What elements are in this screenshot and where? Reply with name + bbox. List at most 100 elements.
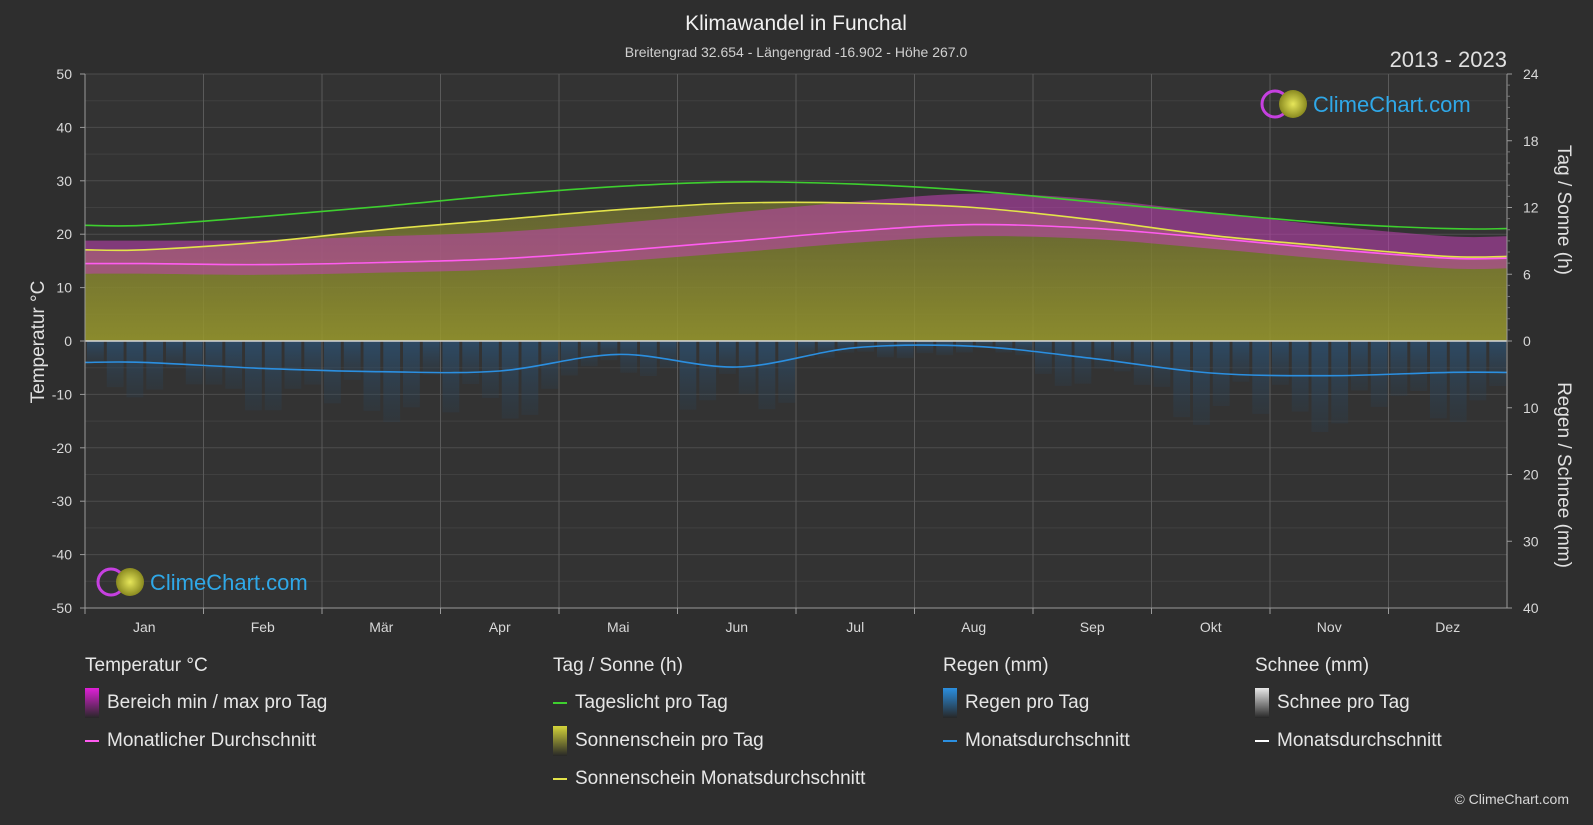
y-left-tick-label: 20 (56, 226, 72, 242)
copyright: © ClimeChart.com (1454, 791, 1569, 807)
x-tick-label: Dez (1435, 619, 1460, 635)
rain-bar (284, 341, 302, 389)
y-right-top-tick-label: 18 (1523, 133, 1539, 149)
y-left-label: Temperatur °C (28, 281, 49, 404)
rain-bar (1469, 341, 1487, 401)
daylight-line (84, 181, 1508, 230)
rain-bar (521, 341, 539, 415)
series-lines (84, 181, 1508, 377)
rain-avg-line (84, 344, 1508, 377)
legend-group-title: Tag / Sonne (h) (553, 655, 683, 676)
temperature-range-band (85, 193, 1507, 275)
rain-bar (264, 341, 282, 411)
legend-item: Monatsdurchschnitt (1255, 726, 1442, 756)
legend-item-label: Bereich min / max pro Tag (107, 692, 328, 713)
rain-bar (877, 341, 894, 358)
rain-bar (798, 341, 815, 358)
legend-line-swatch (943, 740, 957, 742)
y-right-top-tick-label: 24 (1523, 66, 1539, 82)
y-left-tick-label: -50 (52, 600, 72, 616)
rain-bar (1331, 341, 1349, 424)
y-right-bottom-tick-label: 20 (1523, 467, 1539, 483)
rain-bar (225, 341, 243, 389)
chart-title: Klimawandel in Funchal (685, 12, 907, 35)
rain-bar (1351, 341, 1368, 391)
legend-item-label: Monatsdurchschnitt (965, 730, 1130, 751)
legend-item-label: Monatsdurchschnitt (1277, 730, 1442, 751)
legend-item: Tageslicht pro Tag (553, 688, 728, 718)
y-right-bottom-tick-label: 30 (1523, 533, 1539, 549)
climate-chart: Klimawandel in Funchal Breitengrad 32.65… (28, 12, 1574, 635)
y-left-tick-label: 30 (56, 173, 72, 189)
rain-bar (304, 341, 322, 385)
rain-bar (975, 341, 993, 347)
rain-bar (956, 341, 973, 353)
rain-bar (1153, 341, 1171, 387)
y-left-tick-label: 10 (56, 280, 72, 296)
rain-bar (541, 341, 559, 389)
x-tick-label: Nov (1317, 619, 1342, 635)
logo-sun-icon (116, 568, 144, 596)
y-left-tick-label: -40 (52, 547, 72, 563)
rain-bar (916, 341, 934, 354)
rain-bar (896, 341, 914, 359)
legend-item-label: Schnee pro Tag (1277, 692, 1410, 713)
logo-sun-icon (1279, 90, 1307, 118)
rain-bar (817, 341, 835, 358)
rain-bar (1074, 341, 1092, 384)
rain-bar (1054, 341, 1072, 386)
y-right-bottom-tick-label: 40 (1523, 600, 1539, 616)
legend-item-label: Sonnenschein Monatsdurchschnitt (575, 768, 866, 789)
rain-bar (561, 341, 578, 376)
rain-bar (462, 341, 480, 384)
y-left-tick-label: -10 (52, 386, 72, 402)
watermark-top: ClimeChart.com (1260, 89, 1471, 119)
x-tick-label: Jan (133, 619, 156, 635)
rain-bar (1252, 341, 1270, 414)
x-tick-label: Apr (489, 619, 511, 635)
rain-bar (185, 341, 203, 385)
rain-bar (600, 341, 618, 361)
rain-bar (758, 341, 776, 410)
x-tick-label: Mär (369, 619, 393, 635)
legend-group-title: Temperatur °C (85, 655, 208, 676)
x-tick-label: Aug (961, 619, 986, 635)
watermark-text: ClimeChart.com (1313, 92, 1471, 117)
x-tick-label: Okt (1200, 619, 1222, 635)
watermark-text: ClimeChart.com (150, 570, 308, 595)
rain-bar (324, 341, 341, 404)
legend-item: Sonnenschein pro Tag (553, 726, 764, 756)
rain-bar (679, 341, 697, 410)
y-right-top-label: Tag / Sonne (h) (1553, 145, 1574, 275)
rain-bar (1449, 341, 1467, 422)
rain-bar (580, 341, 598, 367)
legend-item-label: Sonnenschein pro Tag (575, 730, 764, 751)
rain-bar (620, 341, 638, 373)
legend-item-label: Monatlicher Durchschnitt (107, 730, 317, 751)
y-right-top-tick-label: 0 (1523, 333, 1531, 349)
rain-bar (1232, 341, 1250, 382)
rain-bar (1133, 341, 1151, 385)
rain-bar (936, 341, 954, 356)
rain-bar (383, 341, 401, 422)
period-label: 2013 - 2023 (1390, 47, 1507, 72)
rain-bar (1489, 341, 1507, 386)
legend-box-swatch (85, 688, 99, 718)
x-tick-label: Jul (846, 619, 864, 635)
legend-line-swatch (553, 778, 567, 780)
rain-bar (1173, 341, 1191, 418)
x-tick-label: Sep (1080, 619, 1105, 635)
rain-bar (146, 341, 164, 390)
rain-bar (205, 341, 223, 385)
chart-subtitle: Breitengrad 32.654 - Längengrad -16.902 … (625, 44, 968, 60)
rain-bar (343, 341, 361, 380)
rain-bar (1390, 341, 1408, 396)
rain-bar (1114, 341, 1131, 372)
legend-item: Monatlicher Durchschnitt (85, 726, 316, 756)
rain-bar (501, 341, 519, 419)
rain-bar (1410, 341, 1428, 391)
rain-bar (1311, 341, 1329, 432)
legend-item: Sonnenschein Monatsdurchschnitt (553, 764, 865, 794)
legend-line-swatch (553, 702, 567, 704)
y-right-bottom-tick-label: 10 (1523, 400, 1539, 416)
